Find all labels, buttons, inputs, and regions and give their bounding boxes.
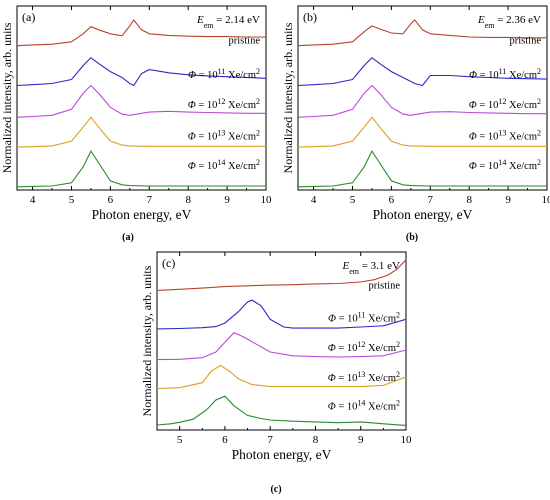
x-tick-label: 9	[358, 434, 364, 446]
series-label: Φ = 1014 Xe/cm2	[469, 157, 541, 172]
series-label: pristine	[369, 280, 401, 291]
series-label: Φ = 1014 Xe/cm2	[188, 157, 260, 172]
emission-energy-label: Eem = 3.1 eV	[341, 260, 400, 276]
series-line	[156, 395, 407, 426]
panel-label: (c)	[162, 256, 175, 270]
x-tick-label: 7	[267, 434, 273, 446]
x-tick-label: 5	[350, 194, 356, 206]
x-tick-label: 8	[313, 434, 319, 446]
x-axis-label: Photon energy, eV	[373, 207, 473, 222]
series-label: Φ = 1013 Xe/cm2	[469, 128, 541, 143]
series-line	[16, 84, 266, 118]
series-label: Φ = 1012 Xe/cm2	[469, 97, 541, 112]
series-line	[297, 116, 547, 148]
x-tick-label: 9	[505, 194, 511, 206]
x-tick-label: 6	[108, 194, 114, 206]
series-label: pristine	[229, 36, 261, 47]
x-tick-label: 10	[401, 434, 413, 446]
x-tick-label: 5	[69, 194, 75, 206]
y-axis-label: Normalized intensity, arb. units	[140, 265, 154, 416]
x-tick-label: 10	[261, 194, 273, 206]
x-tick-label: 6	[389, 194, 395, 206]
x-tick-label: 10	[542, 194, 550, 206]
series-line	[16, 56, 267, 87]
series-label: Φ = 1012 Xe/cm2	[328, 339, 400, 354]
series-line	[16, 149, 266, 188]
panel-1: 4 5 6 7 8 9 10 Photon energy, eV Normalized inte…	[0, 5, 273, 243]
series-line	[156, 299, 407, 330]
y-axis-label: Normalized intensity, arb. units	[281, 22, 295, 173]
emission-energy-label: Eem = 2.36 eV	[477, 14, 541, 30]
panel-2: 4 5 6 7 8 9 10 Photon energy, eV Normalized inte…	[281, 5, 550, 243]
x-axis-label: Photon energy, eV	[92, 207, 192, 222]
panel-caption: (a)	[122, 232, 134, 243]
series-label: pristine	[510, 36, 542, 47]
series-line	[297, 19, 547, 47]
panel-caption: (c)	[270, 484, 281, 495]
series-label: Φ = 1011 Xe/cm2	[328, 310, 400, 325]
series-line	[156, 259, 407, 291]
series-line	[16, 116, 266, 148]
series-label: Φ = 1011 Xe/cm2	[188, 66, 260, 81]
x-tick-label: 4	[311, 194, 317, 206]
series-line	[297, 56, 548, 87]
y-axis-label: Normalized intensity, arb. units	[0, 22, 14, 173]
series-label: Φ = 1011 Xe/cm2	[469, 66, 541, 81]
panel-3: 5 6 7 8 9 10 Photon energy, eV Normalized inten…	[140, 251, 413, 495]
x-tick-label: 8	[466, 194, 472, 206]
panel-label: (a)	[22, 10, 35, 24]
x-tick-label: 7	[147, 194, 153, 206]
plot-frame	[16, 5, 267, 191]
plot-frame	[297, 5, 548, 191]
x-tick-label: 8	[185, 194, 191, 206]
series-label: Φ = 1012 Xe/cm2	[188, 97, 260, 112]
x-tick-label: 4	[30, 194, 36, 206]
series-label: Φ = 1013 Xe/cm2	[328, 370, 400, 385]
series-label: Φ = 1014 Xe/cm2	[328, 398, 400, 413]
x-tick-label: 9	[224, 194, 230, 206]
series-label: Φ = 1013 Xe/cm2	[188, 128, 260, 143]
series-line	[156, 332, 407, 361]
plot-frame	[156, 251, 407, 431]
panel-label: (b)	[303, 10, 317, 24]
x-tick-label: 5	[177, 434, 183, 446]
series-line	[156, 364, 407, 390]
series-line	[297, 149, 547, 188]
x-axis-label: Photon energy, eV	[232, 447, 332, 462]
x-tick-label: 7	[428, 194, 434, 206]
x-tick-label: 6	[222, 434, 228, 446]
series-line	[16, 18, 266, 47]
emission-energy-label: Eem = 2.14 eV	[196, 14, 260, 30]
series-line	[297, 84, 547, 118]
panel-caption: (b)	[406, 232, 418, 243]
